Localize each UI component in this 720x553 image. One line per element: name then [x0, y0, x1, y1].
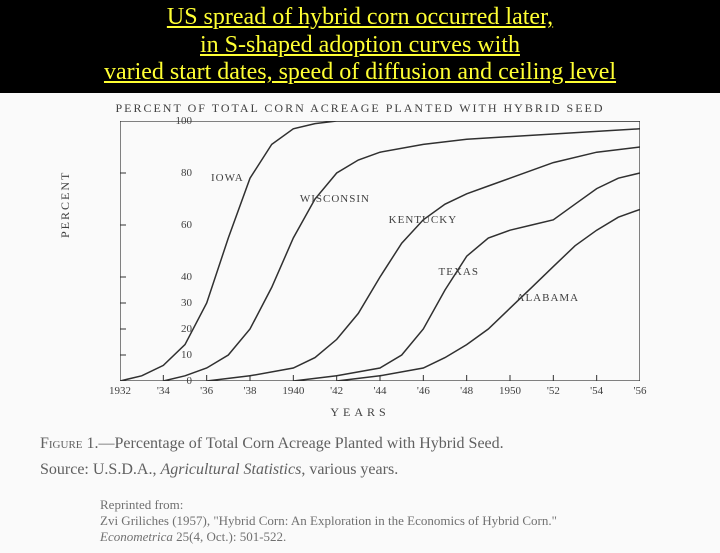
x-tick-label: '54	[590, 385, 603, 397]
x-tick-label: '44	[374, 385, 387, 397]
reprint-l2: Zvi Griliches (1957), "Hybrid Corn: An E…	[100, 513, 557, 528]
figure-source: Source: U.S.D.A., Agricultural Statistic…	[40, 461, 690, 479]
reprint-l3-tail: 25(4, Oct.): 501-522.	[173, 529, 286, 544]
series-label: WISCONSIN	[300, 193, 370, 205]
source-tail: , various years.	[301, 461, 398, 478]
y-tick-label: 30	[122, 297, 192, 309]
reprint-l3-ital: Econometrica	[100, 529, 173, 544]
slide-title: US spread of hybrid corn occurred later,…	[0, 0, 720, 93]
x-tick-label: '46	[417, 385, 430, 397]
reprint-l1: Reprinted from:	[100, 497, 183, 512]
x-tick-label: 1932	[109, 385, 131, 397]
title-line-2: in S-shaped adoption curves with	[200, 32, 520, 58]
figure-area: PERCENT OF TOTAL CORN ACREAGE PLANTED WI…	[0, 93, 720, 553]
y-tick-label: 60	[122, 219, 192, 231]
x-tick-label: '52	[547, 385, 560, 397]
caption-figure-label: Figure 1.	[40, 435, 99, 452]
x-tick-label: 1940	[282, 385, 304, 397]
y-tick-label: 100	[122, 115, 192, 127]
source-body: U.S.D.A.,	[89, 461, 161, 478]
x-tick-label: '36	[200, 385, 213, 397]
x-tick-label: '38	[244, 385, 257, 397]
chart-svg	[120, 121, 640, 381]
reprint-note: Reprinted from: Zvi Griliches (1957), "H…	[100, 497, 690, 546]
title-line-1: US spread of hybrid corn occurred later,	[167, 4, 553, 30]
y-tick-label: 80	[122, 167, 192, 179]
x-tick-label: '48	[460, 385, 473, 397]
x-tick-label: '34	[157, 385, 170, 397]
y-axis-label: PERCENT	[58, 170, 73, 237]
chart-title: PERCENT OF TOTAL CORN ACREAGE PLANTED WI…	[0, 101, 720, 116]
y-tick-label: 10	[122, 349, 192, 361]
series-label: ALABAMA	[517, 292, 580, 304]
series-label: KENTUCKY	[389, 214, 458, 226]
x-axis-label: YEARS	[0, 405, 720, 420]
title-line-3: varied start dates, speed of diffusion a…	[104, 59, 616, 85]
source-italic: Agricultural Statistics	[160, 461, 301, 478]
chart-plot	[120, 121, 640, 381]
source-label: Source:	[40, 461, 89, 478]
figure-caption: Figure 1.—Percentage of Total Corn Acrea…	[40, 435, 690, 453]
series-label: IOWA	[211, 172, 244, 184]
caption-figure-text: —Percentage of Total Corn Acreage Plante…	[99, 435, 504, 452]
y-tick-label: 40	[122, 271, 192, 283]
x-tick-label: '42	[330, 385, 343, 397]
x-tick-label: '56	[634, 385, 647, 397]
y-tick-label: 20	[122, 323, 192, 335]
series-label: TEXAS	[439, 266, 479, 278]
x-tick-label: 1950	[499, 385, 521, 397]
